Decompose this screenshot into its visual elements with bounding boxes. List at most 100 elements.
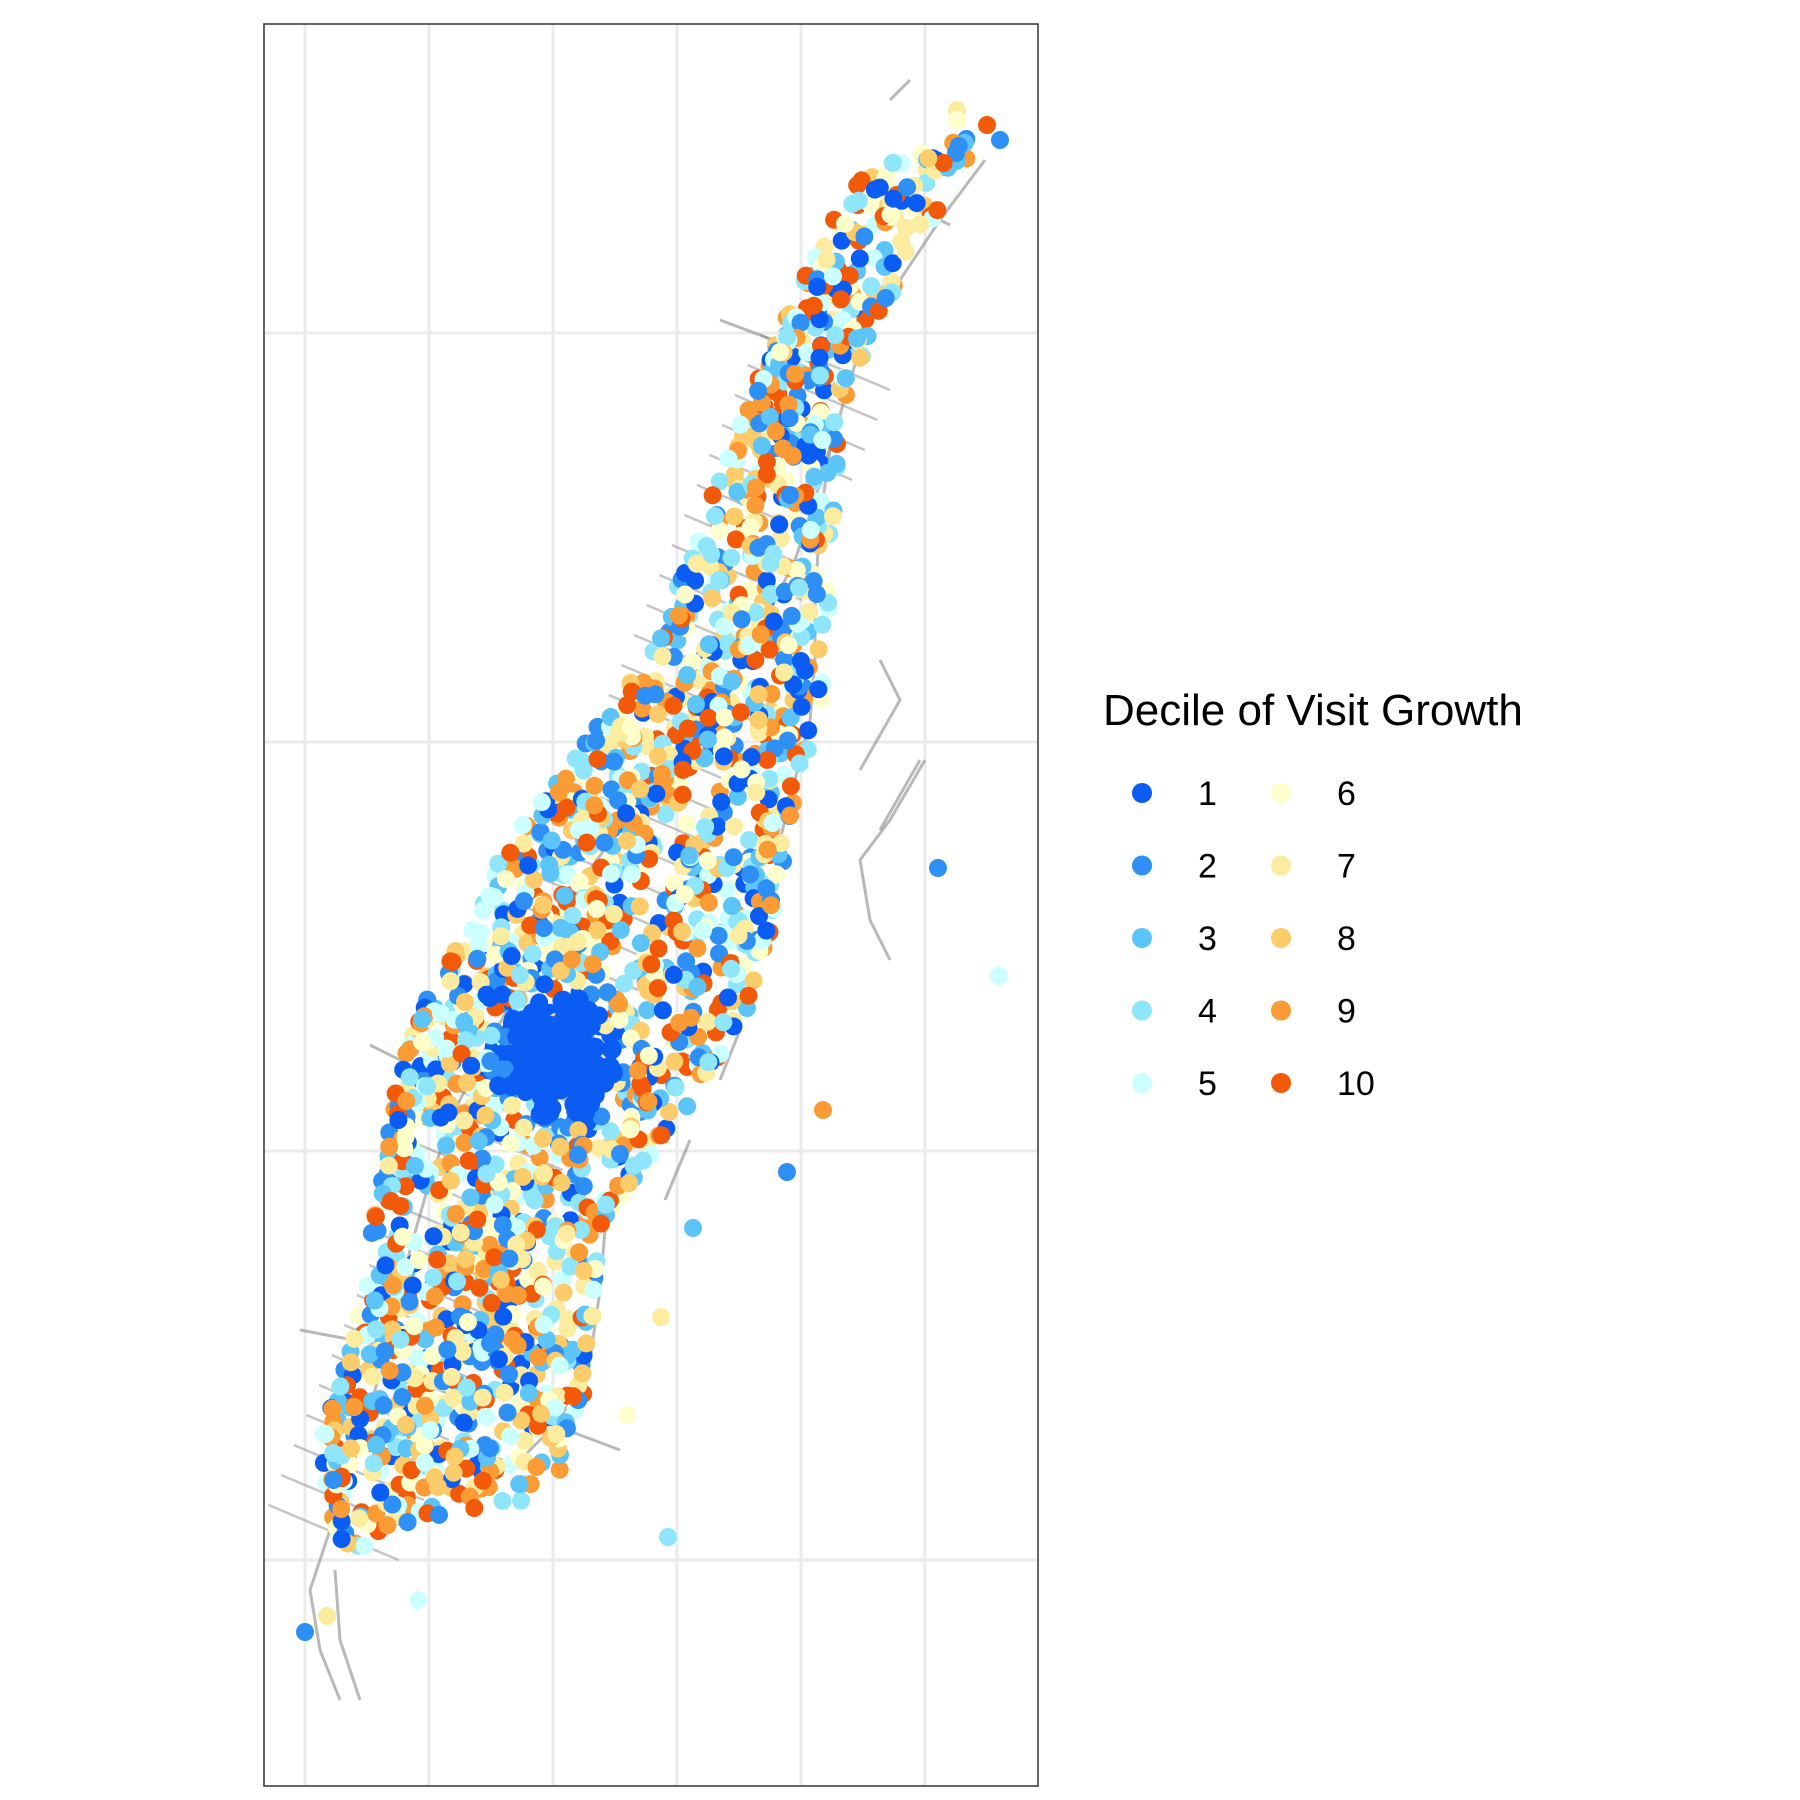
poi-point bbox=[456, 993, 474, 1011]
poi-point bbox=[929, 859, 947, 877]
poi-point bbox=[383, 1495, 402, 1514]
poi-point bbox=[620, 1174, 638, 1193]
poi-point bbox=[698, 730, 717, 749]
poi-point bbox=[809, 680, 828, 699]
poi-point bbox=[710, 521, 729, 540]
poi-point bbox=[770, 343, 789, 361]
poi-point bbox=[574, 1177, 593, 1196]
poi-point bbox=[398, 1513, 417, 1532]
poi-point bbox=[747, 783, 766, 802]
poi-point bbox=[775, 663, 793, 682]
poi-point bbox=[375, 1342, 394, 1361]
poi-point bbox=[779, 636, 798, 655]
poi-point bbox=[622, 682, 641, 701]
poi-point bbox=[592, 1107, 611, 1126]
poi-point bbox=[740, 831, 759, 850]
poi-point bbox=[883, 153, 902, 172]
poi-point bbox=[367, 1435, 386, 1454]
poi-point bbox=[678, 719, 697, 738]
poi-point bbox=[646, 685, 665, 704]
poi-point bbox=[813, 615, 832, 634]
poi-point bbox=[919, 149, 938, 168]
poi-point bbox=[631, 780, 649, 799]
legend-label-6: 6 bbox=[1337, 775, 1356, 813]
poi-point bbox=[604, 905, 623, 924]
poi-point bbox=[441, 972, 460, 991]
poi-point bbox=[569, 1121, 588, 1140]
poi-point bbox=[664, 965, 683, 984]
poi-point bbox=[542, 831, 561, 850]
poi-point bbox=[928, 201, 947, 220]
poi-point bbox=[514, 1118, 533, 1137]
legend-title: Decile of Visit Growth bbox=[1103, 686, 1523, 735]
poi-point bbox=[481, 1334, 499, 1353]
poi-point bbox=[848, 176, 867, 195]
poi-point bbox=[489, 854, 508, 873]
poi-point bbox=[413, 1033, 432, 1052]
poi-point bbox=[485, 888, 504, 907]
poi-point bbox=[515, 1431, 534, 1450]
poi-point bbox=[416, 1330, 435, 1349]
legend-key-9 bbox=[1271, 1000, 1291, 1021]
poi-point bbox=[547, 1425, 566, 1444]
poi-point bbox=[585, 776, 604, 795]
poi-point bbox=[810, 366, 829, 385]
poi-point bbox=[461, 1188, 480, 1207]
poi-point bbox=[653, 1001, 672, 1020]
poi-point bbox=[473, 1471, 492, 1490]
poi-point bbox=[521, 916, 540, 935]
poi-point bbox=[622, 865, 641, 884]
poi-point bbox=[767, 865, 786, 884]
poi-point bbox=[384, 1276, 402, 1295]
poi-point bbox=[876, 289, 895, 307]
poi-point bbox=[621, 1120, 640, 1139]
poi-point bbox=[376, 1256, 395, 1275]
poi-point bbox=[345, 1329, 364, 1348]
poi-point bbox=[665, 1052, 684, 1071]
poi-point bbox=[389, 1111, 408, 1129]
poi-point bbox=[444, 1389, 463, 1408]
poi-point bbox=[437, 1136, 456, 1155]
poi-point bbox=[653, 647, 672, 666]
poi-point bbox=[555, 886, 574, 905]
poi-point bbox=[368, 1221, 387, 1240]
poi-point bbox=[702, 545, 721, 564]
poi-point bbox=[570, 1012, 591, 1033]
poi-point bbox=[507, 1235, 526, 1254]
poi-point bbox=[588, 921, 607, 940]
poi-point bbox=[739, 401, 758, 419]
legend-entries: 1 2 3 4 5 6 7 8 9 10 bbox=[1132, 775, 1375, 1103]
poi-point bbox=[495, 1383, 514, 1402]
poi-point bbox=[851, 348, 870, 367]
poi-point bbox=[778, 327, 796, 346]
poi-point bbox=[501, 843, 520, 862]
poi-point bbox=[513, 1250, 531, 1269]
poi-point bbox=[457, 1378, 476, 1397]
poi-point bbox=[687, 554, 706, 573]
poi-point bbox=[393, 1227, 412, 1246]
map-panel-border bbox=[263, 23, 1039, 1787]
poi-point bbox=[749, 381, 768, 400]
poi-point bbox=[602, 864, 621, 883]
poi-point bbox=[519, 856, 538, 875]
poi-point bbox=[598, 983, 617, 1002]
poi-point bbox=[349, 1306, 368, 1325]
poi-point bbox=[652, 629, 670, 648]
poi-point bbox=[799, 446, 818, 465]
poi-point bbox=[714, 617, 733, 636]
poi-point bbox=[775, 650, 794, 669]
poi-point bbox=[563, 906, 582, 925]
poi-point bbox=[610, 994, 628, 1013]
poi-point bbox=[611, 1145, 629, 1163]
poi-point bbox=[792, 697, 811, 716]
poi-point bbox=[638, 1001, 657, 1019]
poi-point bbox=[666, 1078, 685, 1097]
poi-point bbox=[470, 1278, 489, 1297]
poi-point bbox=[400, 1292, 419, 1311]
poi-point bbox=[473, 1149, 492, 1168]
poi-point bbox=[757, 465, 776, 484]
poi-point bbox=[415, 1453, 434, 1472]
poi-point bbox=[728, 482, 747, 501]
poi-point bbox=[501, 1427, 520, 1446]
poi-point bbox=[710, 472, 729, 491]
